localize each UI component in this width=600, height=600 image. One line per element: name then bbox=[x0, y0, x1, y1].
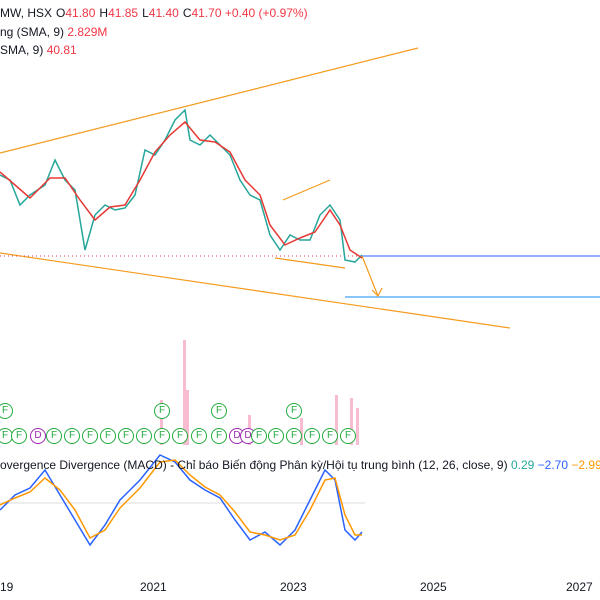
volume-legend: ng (SMA, 9) 2.829M bbox=[0, 25, 107, 39]
event-marker: F bbox=[286, 403, 302, 419]
ohlc-label: L bbox=[142, 6, 149, 20]
event-marker: D bbox=[30, 428, 46, 444]
trend-line bbox=[274, 257, 346, 269]
trend-line bbox=[0, 252, 511, 329]
x-tick-label: 2027 bbox=[566, 580, 593, 594]
ohlc-label: O bbox=[56, 6, 66, 20]
indicator-value: 2.829M bbox=[67, 25, 108, 39]
event-marker: F bbox=[211, 428, 227, 444]
ohlc-value: 41.40 bbox=[148, 6, 179, 20]
x-tick-label: 2021 bbox=[140, 580, 167, 594]
event-marker: F bbox=[136, 428, 152, 444]
symbol: MW, HSX bbox=[0, 6, 53, 20]
ohlc-label: C bbox=[182, 6, 192, 20]
change: +0.40 (+0.97%) bbox=[224, 6, 308, 20]
event-marker: F bbox=[340, 428, 356, 444]
macd-pane bbox=[0, 454, 365, 547]
event-marker: F bbox=[46, 428, 62, 444]
ohlc-value: 41.70 bbox=[191, 6, 222, 20]
event-marker: F bbox=[0, 403, 13, 419]
price-legend: MW, HSX O41.80 H41.85 L41.40 C41.70 +0.40 (+… bbox=[0, 6, 308, 20]
ohlc-value: 41.80 bbox=[65, 6, 96, 20]
ohlc-value: 41.85 bbox=[108, 6, 139, 20]
event-marker: F bbox=[268, 428, 284, 444]
event-marker: F bbox=[286, 428, 302, 444]
event-marker: F bbox=[211, 403, 227, 419]
ohlc: O41.80 H41.85 L41.40 C41.70 bbox=[52, 6, 222, 20]
x-tick-label: 2023 bbox=[280, 580, 307, 594]
event-marker: F bbox=[191, 428, 207, 444]
event-marker: F bbox=[64, 428, 80, 444]
x-tick-label: 19 bbox=[0, 580, 14, 594]
event-marker: F bbox=[11, 428, 27, 444]
trend-line bbox=[282, 179, 331, 201]
event-marker: F bbox=[172, 428, 188, 444]
x-tick-label: 2025 bbox=[420, 580, 447, 594]
trend-line bbox=[0, 47, 419, 154]
indicator-name: SMA, 9) bbox=[0, 43, 44, 57]
sma-line bbox=[0, 120, 363, 259]
ohlc-label: H bbox=[99, 6, 109, 20]
indicator-value: −2.70 bbox=[537, 458, 569, 472]
event-marker: F bbox=[154, 403, 170, 419]
price-series bbox=[0, 108, 363, 263]
event-marker: F bbox=[118, 428, 134, 444]
event-marker: F bbox=[322, 428, 338, 444]
indicator-value: −2.99 bbox=[571, 458, 600, 472]
arrow bbox=[361, 255, 383, 298]
indicator-value: 0.29 bbox=[510, 458, 535, 472]
indicator-name: ng (SMA, 9) bbox=[0, 25, 65, 39]
macd-legend: overgence Divergence (MACD) - Chỉ báo Bi… bbox=[0, 458, 600, 472]
indicator-name: overgence Divergence (MACD) - Chỉ báo Bi… bbox=[0, 458, 508, 472]
event-marker: F bbox=[251, 428, 267, 444]
event-marker: F bbox=[82, 428, 98, 444]
event-marker: F bbox=[154, 428, 170, 444]
indicator-value: 40.81 bbox=[46, 43, 77, 57]
event-marker: F bbox=[100, 428, 116, 444]
event-marker: F bbox=[304, 428, 320, 444]
sma-legend: SMA, 9) 40.81 bbox=[0, 43, 77, 57]
